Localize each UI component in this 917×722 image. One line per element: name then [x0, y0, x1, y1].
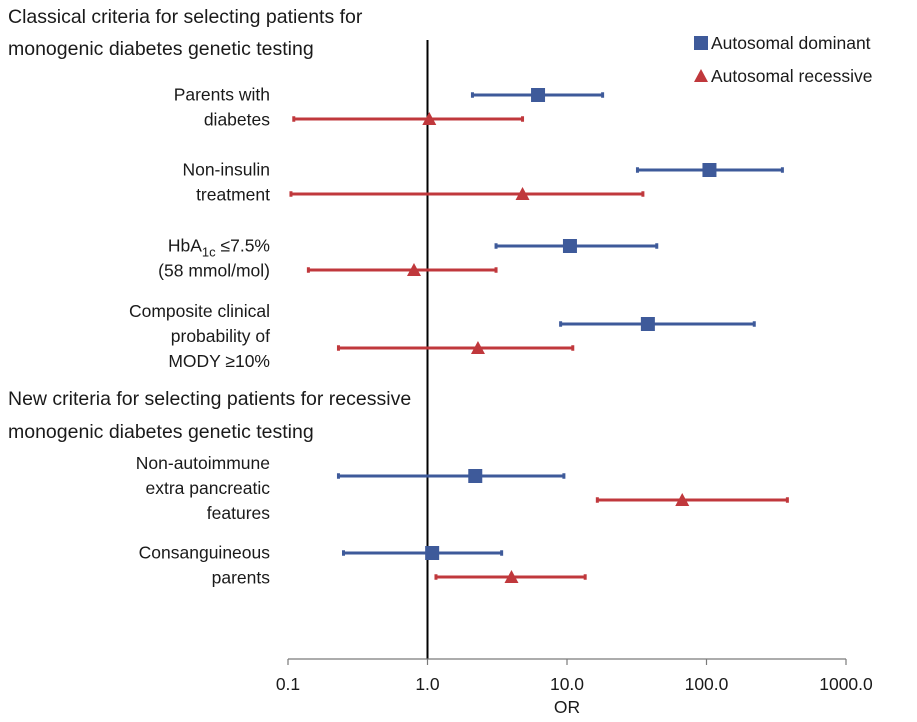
ad-point-estimate	[562, 239, 577, 253]
section-heading: New criteria for selecting patients for …	[8, 388, 411, 410]
x-tick-label: 0.1	[276, 674, 300, 694]
legend-marker-ad	[694, 36, 708, 50]
row-label: MODY ≥10%	[168, 351, 270, 371]
ar-point-estimate	[675, 493, 690, 506]
row-label: diabetes	[204, 110, 270, 130]
section-heading: Classical criteria for selecting patient…	[8, 6, 363, 28]
row-label: Parents with	[174, 85, 270, 105]
legend-marker-ar	[694, 69, 708, 82]
ad-point-estimate	[531, 88, 546, 102]
row-label: probability of	[171, 326, 270, 346]
x-tick-label: 1000.0	[819, 674, 873, 694]
x-tick-label: 10.0	[550, 674, 584, 694]
ar-point-estimate	[406, 263, 421, 276]
row-label: parents	[212, 568, 271, 588]
row-label: Composite clinical	[129, 301, 270, 321]
row-label: features	[207, 503, 270, 523]
x-tick-label: 100.0	[685, 674, 729, 694]
ar-point-estimate	[470, 341, 485, 354]
row-label: Non-insulin	[182, 160, 270, 180]
row-label: extra pancreatic	[145, 478, 270, 498]
ad-point-estimate	[702, 163, 717, 177]
legend-label-ad: Autosomal dominant	[711, 33, 871, 53]
ad-point-estimate	[468, 469, 483, 483]
ar-point-estimate	[515, 187, 530, 200]
x-axis-title: OR	[554, 697, 580, 717]
ar-point-estimate	[422, 112, 437, 125]
legend-label-ar: Autosomal recessive	[711, 66, 872, 86]
row-label: Non-autoimmune	[136, 453, 270, 473]
ad-point-estimate	[640, 317, 655, 331]
ar-point-estimate	[504, 570, 519, 583]
section-heading: monogenic diabetes genetic testing	[8, 38, 314, 60]
row-label: HbA1c ≤7.5%	[168, 236, 270, 260]
x-tick-label: 1.0	[415, 674, 440, 694]
row-label: (58 mmol/mol)	[158, 261, 270, 281]
section-heading: monogenic diabetes genetic testing	[8, 421, 314, 443]
row-label: Consanguineous	[139, 543, 271, 563]
row-label: treatment	[196, 185, 270, 205]
ad-point-estimate	[425, 546, 440, 560]
